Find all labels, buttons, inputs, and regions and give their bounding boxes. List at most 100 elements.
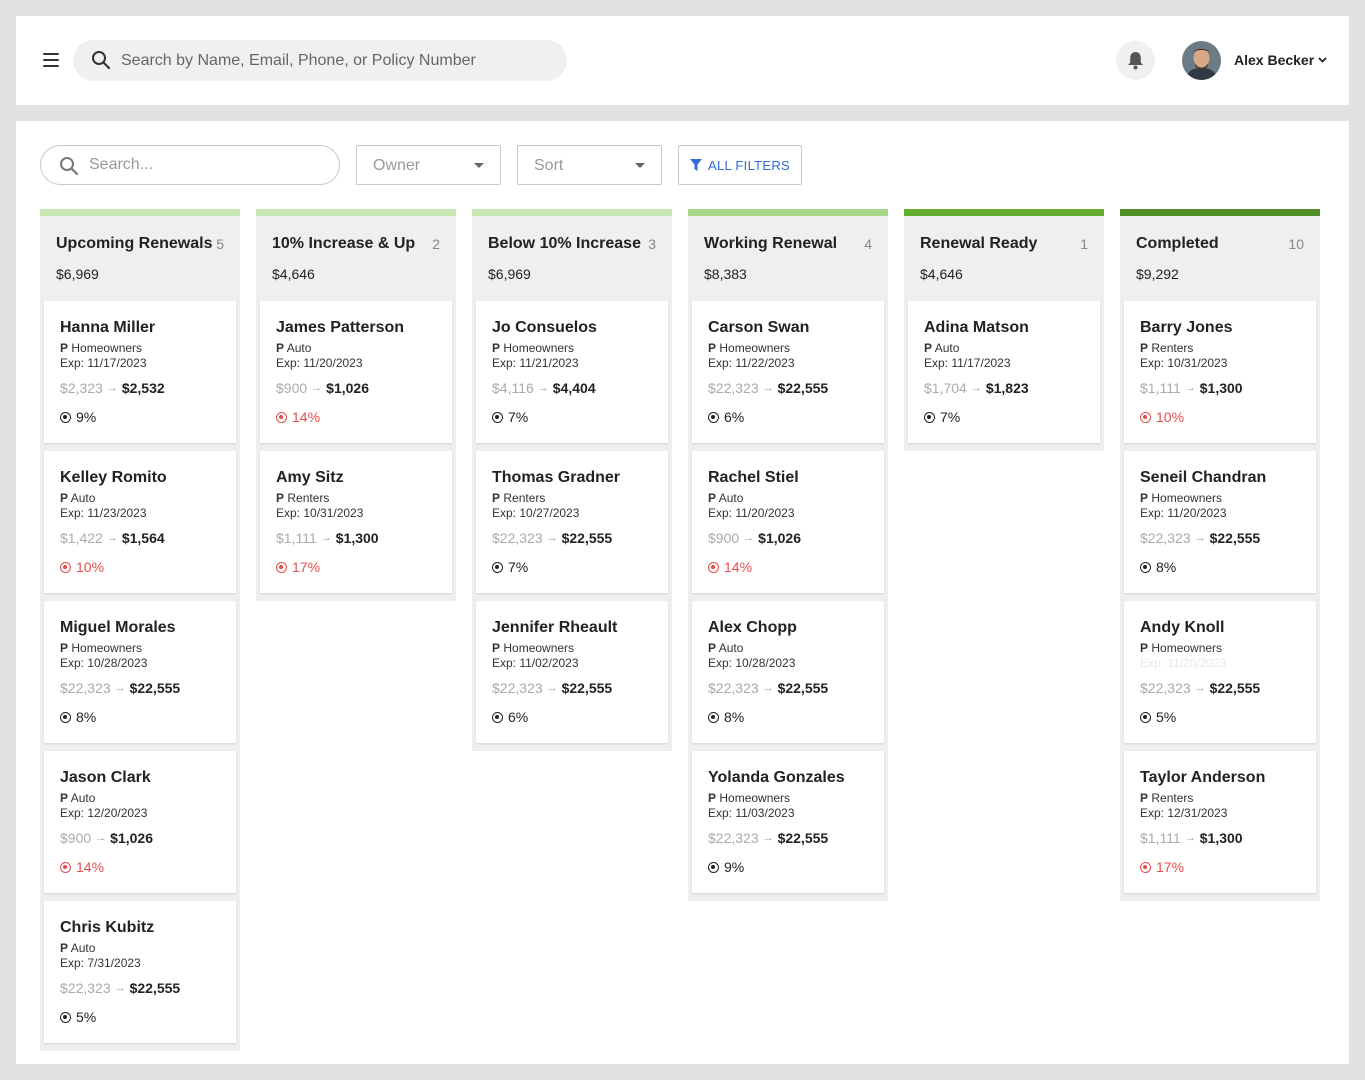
new-premium: $22,555 <box>561 530 613 546</box>
increase-percent: 14% <box>708 559 752 575</box>
board-search[interactable] <box>40 145 340 185</box>
policy-prefix: P <box>1140 341 1149 355</box>
policy-type-label: Auto <box>70 941 96 955</box>
target-icon <box>276 561 287 573</box>
increase-percent: 5% <box>60 1009 96 1025</box>
avatar[interactable] <box>1182 41 1221 80</box>
increase-percent-value: 10% <box>76 559 105 575</box>
arrow-right-icon: → <box>762 832 774 844</box>
policy-prefix: P <box>708 341 717 355</box>
premium-change: $1,111 → $1,300 <box>1140 380 1243 396</box>
renewal-card[interactable]: Jo Consuelos P Homeowners Exp: 11/21/2023 $… <box>476 301 668 443</box>
increase-percent-value: 8% <box>1156 559 1177 575</box>
user-menu[interactable]: Alex Becker <box>1234 52 1327 68</box>
renewal-card[interactable]: Chris Kubitz P Auto Exp: 7/31/2023 $22,323 →… <box>44 901 236 1043</box>
chevron-down-icon <box>1318 57 1327 63</box>
old-premium: $22,323 <box>492 530 543 546</box>
increase-percent: 6% <box>708 409 744 425</box>
renewal-card[interactable]: Hanna Miller P Homeowners Exp: 11/17/2023 $… <box>44 301 236 443</box>
card-list: Jo Consuelos P Homeowners Exp: 11/21/2023 $… <box>472 293 672 743</box>
increase-percent-value: 7% <box>508 559 529 575</box>
arrow-right-icon: → <box>311 382 323 394</box>
target-icon <box>708 411 719 423</box>
expiration-date: Exp: 11/22/2023 <box>708 356 795 370</box>
premium-change: $22,323 → $22,555 <box>708 830 828 846</box>
client-name: Hanna Miller <box>60 319 156 336</box>
increase-percent: 10% <box>60 559 104 575</box>
renewal-card[interactable]: Seneil Chandran P Homeowners Exp: 11/20/20… <box>1124 451 1316 593</box>
notifications-button[interactable] <box>1116 41 1155 80</box>
global-search-bar[interactable] <box>73 40 567 81</box>
client-name: James Patterson <box>276 319 405 336</box>
target-icon <box>924 411 935 423</box>
renewal-card[interactable]: Adina Matson P Auto Exp: 11/17/2023 $1,704 →… <box>908 301 1100 443</box>
expiration-date: Exp: 11/02/2023 <box>492 656 579 670</box>
renewal-card[interactable]: Thomas Gradner P Renters Exp: 10/27/2023 $2… <box>476 451 668 593</box>
renewal-card[interactable]: Jennifer Rheault P Homeowners Exp: 11/02/2… <box>476 601 668 743</box>
premium-change: $1,422 → $1,564 <box>60 530 165 546</box>
expiration-date: Exp: 12/31/2023 <box>1140 806 1228 820</box>
client-name: Jo Consuelos <box>492 319 597 336</box>
all-filters-button[interactable]: ALL FILTERS <box>678 145 802 185</box>
policy-type-label: Homeowners <box>503 341 575 355</box>
premium-change: $1,111 → $1,300 <box>1140 830 1243 846</box>
policy-prefix: P <box>60 641 69 655</box>
renewal-card[interactable]: Taylor Anderson P Renters Exp: 12/31/2023 $… <box>1124 751 1316 893</box>
policy-type: P Homeowners <box>1140 641 1222 655</box>
policy-prefix: P <box>924 341 933 355</box>
expiration-date: Exp: 7/31/2023 <box>60 956 141 970</box>
renewal-card[interactable]: Rachel Stiel P Auto Exp: 11/20/2023 $900 → $1… <box>692 451 884 593</box>
bell-icon <box>1128 52 1143 70</box>
owner-select[interactable]: Owner <box>356 145 501 185</box>
expiration-date: Exp: 12/20/2023 <box>60 806 148 820</box>
increase-percent: 8% <box>1140 559 1176 575</box>
premium-change: $1,704 → $1,823 <box>924 380 1029 396</box>
renewal-card[interactable]: Miguel Morales P Homeowners Exp: 10/28/202… <box>44 601 236 743</box>
client-name: Jason Clark <box>60 769 151 786</box>
renewal-card[interactable]: Jason Clark P Auto Exp: 12/20/2023 $900 → $1,… <box>44 751 236 893</box>
card-list: Hanna Miller P Homeowners Exp: 11/17/2023 $… <box>40 293 240 1043</box>
arrow-right-icon: → <box>970 382 982 394</box>
increase-percent-value: 6% <box>724 409 745 425</box>
premium-change: $22,323 → $22,555 <box>492 530 612 546</box>
sort-select[interactable]: Sort <box>517 145 662 185</box>
increase-percent: 9% <box>708 859 744 875</box>
premium-change: $4,116 → $4,404 <box>492 380 596 396</box>
new-premium: $22,555 <box>129 980 181 996</box>
policy-prefix: P <box>60 941 69 955</box>
policy-prefix: P <box>708 491 717 505</box>
increase-percent-value: 10% <box>1156 409 1185 425</box>
arrow-right-icon: → <box>762 682 774 694</box>
renewal-card[interactable]: James Patterson P Auto Exp: 11/20/2023 $900… <box>260 301 452 443</box>
sort-select-label: Sort <box>534 157 564 174</box>
policy-type: P Homeowners <box>708 341 790 355</box>
policy-prefix: P <box>492 491 501 505</box>
renewal-card[interactable]: Yolanda Gonzales P Homeowners Exp: 11/03/2… <box>692 751 884 893</box>
target-icon <box>492 711 503 723</box>
premium-change: $900 → $1,026 <box>60 830 153 846</box>
new-premium: $1,026 <box>758 530 801 546</box>
increase-percent: 14% <box>276 409 320 425</box>
renewal-card[interactable]: Amy Sitz P Renters Exp: 10/31/2023 $1,111 → $… <box>260 451 452 593</box>
menu-icon[interactable] <box>43 53 59 67</box>
global-search-input[interactable] <box>121 40 551 81</box>
owner-select-label: Owner <box>373 157 421 174</box>
renewal-card[interactable]: Alex Chopp P Auto Exp: 10/28/2023 $22,323 → $… <box>692 601 884 743</box>
column-count: 5 <box>216 236 224 252</box>
target-icon <box>60 861 71 873</box>
renewal-card[interactable]: Kelley Romito P Auto Exp: 11/23/2023 $1,422… <box>44 451 236 593</box>
new-premium: $22,555 <box>1209 530 1261 546</box>
column-header: 10% Increase & Up 2 $4,646 <box>256 209 456 293</box>
policy-type: P Homeowners <box>492 341 574 355</box>
expiration-date: Exp: 10/31/2023 <box>276 506 364 520</box>
renewal-card[interactable]: Andy Knoll P Homeowners Exp: 11/20/2023 $22… <box>1124 601 1316 743</box>
renewal-card[interactable]: Carson Swan P Homeowners Exp: 11/22/2023 $2… <box>692 301 884 443</box>
policy-type-label: Auto <box>934 341 960 355</box>
policy-type-label: Homeowners <box>503 641 575 655</box>
policy-type-label: Homeowners <box>1151 491 1223 505</box>
increase-percent-value: 9% <box>76 409 97 425</box>
renewal-card[interactable]: Barry Jones P Renters Exp: 10/31/2023 $1,11… <box>1124 301 1316 443</box>
target-icon <box>1140 561 1151 573</box>
target-icon <box>60 711 71 723</box>
board-search-input[interactable] <box>89 146 319 184</box>
